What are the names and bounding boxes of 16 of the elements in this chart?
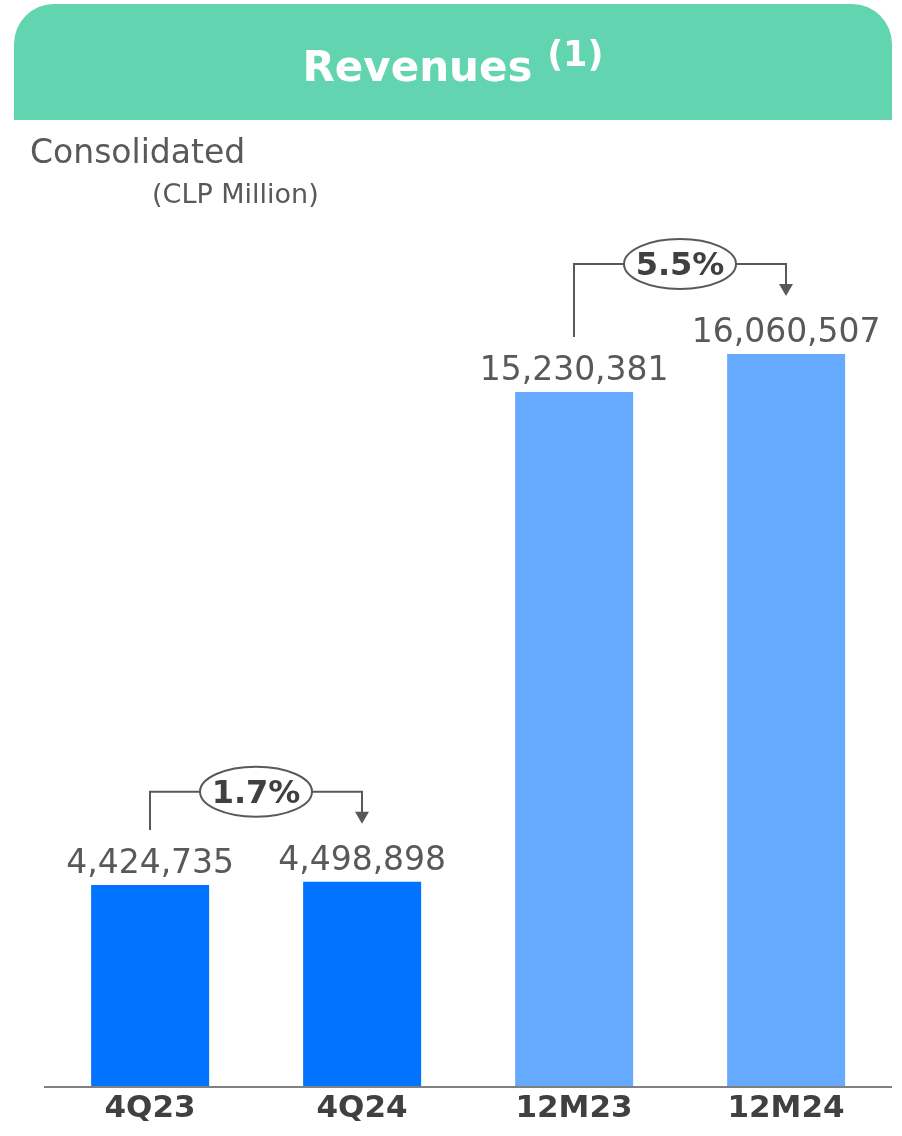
x-tick-label: 12M23 — [515, 1088, 633, 1125]
text: 5.5% — [635, 245, 725, 283]
data-label: 15,230,381 — [479, 348, 669, 388]
chart-subtitle: Consolidated (CLP Million) — [30, 132, 319, 209]
data-label: 4,498,898 — [278, 838, 447, 878]
bar — [727, 354, 846, 1087]
annotation: 1.7% — [211, 772, 301, 811]
bar — [303, 881, 422, 1087]
bar — [515, 391, 634, 1087]
x-tick-label: 12M24 — [727, 1088, 845, 1125]
chart-title: Revenues $^{(1)}$ — [302, 33, 604, 91]
x-tick-label: 4Q24 — [316, 1088, 408, 1125]
x-tick-label: 4Q23 — [104, 1088, 196, 1125]
bar — [91, 885, 210, 1087]
data-label: 16,060,507 — [691, 311, 881, 350]
data-label: 4,424,735 — [66, 842, 235, 882]
